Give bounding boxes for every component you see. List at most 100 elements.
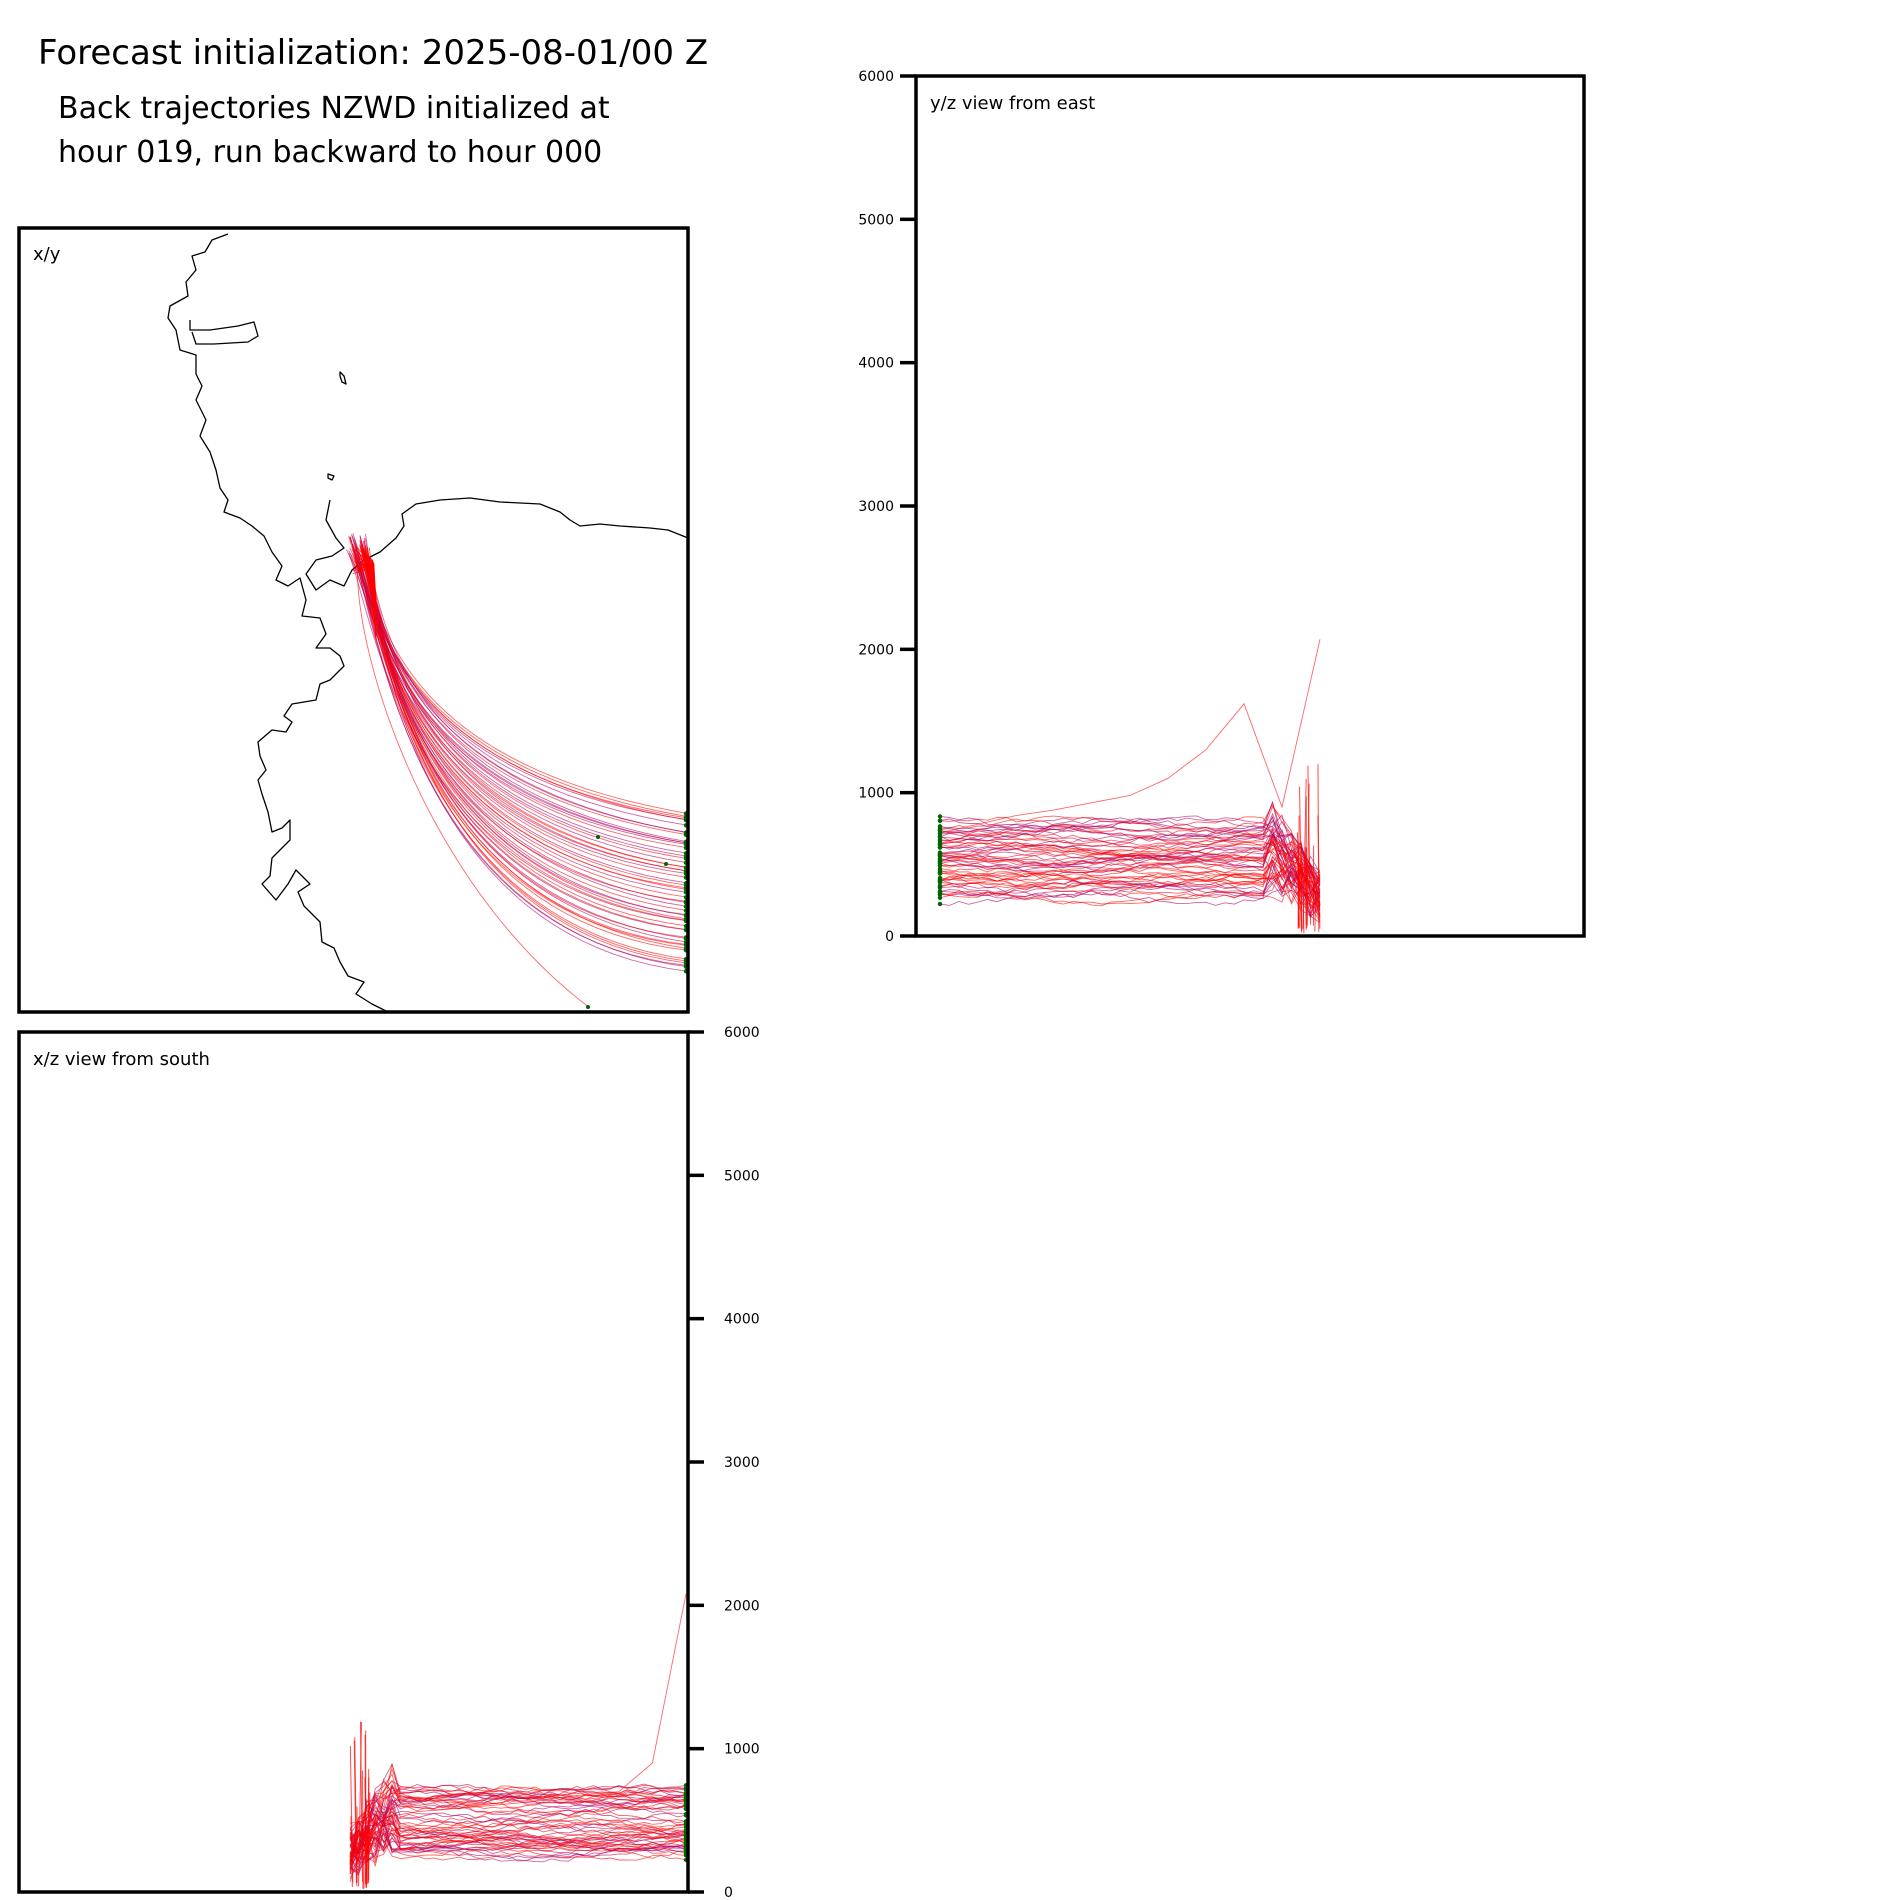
y-tick-label: 2000 (724, 1598, 760, 1614)
trajectory-endpoint (937, 880, 943, 885)
trajectory-spike (1298, 863, 1302, 930)
y-tick-label: 5000 (858, 212, 894, 228)
trajectory-line (349, 1828, 687, 1862)
trajectory-line (349, 1830, 687, 1876)
trajectory-line (350, 533, 688, 940)
trajectory-line (349, 1822, 687, 1855)
trajectory-endpoint (937, 885, 943, 890)
trajectory-spike (358, 1721, 362, 1887)
trajectory-line (939, 863, 1321, 916)
inlet-coast (189, 320, 259, 345)
trajectory-spike (354, 1737, 358, 1887)
y-tick-label: 1000 (858, 786, 894, 802)
trajectory-line (349, 1784, 687, 1857)
trajectory-line (939, 806, 1321, 890)
trajectory-line (349, 1823, 687, 1852)
trajectory-line (939, 840, 1321, 900)
trajectory-line (349, 1763, 687, 1866)
yz-panel-label: y/z view from east (930, 93, 1095, 114)
trajectory-line (939, 829, 1321, 897)
trajectory-line (939, 824, 1321, 895)
trajectory-endpoint (937, 830, 943, 836)
trajectory-line (939, 827, 1321, 900)
trajectory-line (939, 815, 1321, 883)
trajectory-series-line (349, 1593, 687, 1824)
trajectory-endpoint (586, 1005, 590, 1009)
trajectory-endpoint (937, 814, 943, 819)
xz-panel-label: x/z view from south (33, 1049, 210, 1070)
trajectory-spike (1317, 815, 1321, 929)
trajectory-line (349, 1816, 687, 1851)
trajectory-spike (364, 1777, 368, 1885)
trajectory-line (360, 565, 377, 638)
trajectory-line (349, 1781, 687, 1845)
trajectory-spike (1302, 778, 1307, 929)
trajectory-line (363, 555, 688, 826)
y-tick-label: 2000 (858, 642, 894, 658)
trajectory-endpoint (937, 851, 943, 856)
trajectory-endpoint (937, 871, 943, 876)
trajectory-line (939, 860, 1321, 924)
trajectory-line (349, 1821, 687, 1856)
trajectory-line (939, 839, 1321, 910)
trajectory-line (349, 1809, 687, 1858)
y-tick-label: 5000 (724, 1168, 760, 1184)
figure-subtitle-line-1: Back trajectories NZWD initialized at (58, 91, 610, 126)
trajectory-line (349, 1813, 687, 1874)
trajectory-line (939, 804, 1321, 905)
trajectory-line (349, 1818, 687, 1855)
trajectory-endpoint (937, 895, 943, 901)
trajectory-line (361, 548, 688, 946)
trajectory-spike (1306, 783, 1310, 926)
trajectory-line (355, 545, 688, 966)
island-coast (339, 371, 347, 385)
trajectory-spike (1296, 832, 1300, 928)
trajectory-spike (349, 1745, 354, 1883)
trajectory-endpoint (937, 889, 943, 894)
trajectory-line (349, 1778, 687, 1864)
trajectory-endpoint (937, 866, 943, 871)
y-tick-label: 4000 (858, 356, 894, 372)
trajectory-line (939, 863, 1321, 893)
trajectory-line (349, 1787, 687, 1862)
y-tick-label: 0 (885, 929, 894, 945)
trajectory-line (354, 542, 688, 927)
trajectory-endpoint (937, 875, 943, 881)
yz-trajectory-endpoints (937, 814, 943, 907)
trajectory-endpoint (937, 901, 943, 907)
trajectory-line (939, 849, 1321, 916)
trajectory-line (349, 1837, 687, 1871)
xy-panel-label: x/y (33, 244, 61, 265)
island-coast (327, 473, 335, 481)
trajectory-line (352, 544, 688, 931)
yz-panel-frame (914, 74, 1586, 938)
trajectory-endpoint (937, 841, 943, 846)
trajectory-line (349, 1773, 687, 1858)
trajectory-endpoint (664, 862, 668, 866)
yz-panel: 0 1000 2000 3000 4000 5000 6000 y/z view from … (858, 69, 1586, 945)
trajectory-line (349, 1786, 687, 1863)
trajectory-line (349, 1815, 687, 1864)
yz-trajectories (939, 639, 1321, 934)
figure-subtitle-line-2: hour 019, run backward to hour 000 (58, 135, 602, 170)
trajectory-line (349, 1792, 686, 1865)
xy-map-panel: x/y (17, 226, 690, 1014)
trajectory-line (354, 546, 688, 857)
xz-trajectories (349, 1593, 687, 1889)
mainland-coast (167, 233, 389, 1012)
trajectory-line (349, 1807, 687, 1869)
trajectory-line (939, 828, 1321, 893)
trajectory-line (939, 844, 1321, 880)
trajectory-line (365, 553, 377, 625)
trajectory-line (348, 552, 688, 922)
trajectory-endpoint (937, 861, 943, 866)
trajectory-line (939, 872, 1321, 906)
y-tick-label: 4000 (724, 1312, 760, 1328)
trajectory-line (939, 870, 1321, 918)
xz-panel: 0 1000 2000 3000 4000 5000 6000 x/z view from … (17, 1025, 760, 1900)
xy-trajectories (345, 533, 688, 1009)
trajectory-line (349, 1813, 687, 1863)
y-tick-label: 6000 (724, 1025, 760, 1041)
y-tick-label: 6000 (858, 69, 894, 85)
